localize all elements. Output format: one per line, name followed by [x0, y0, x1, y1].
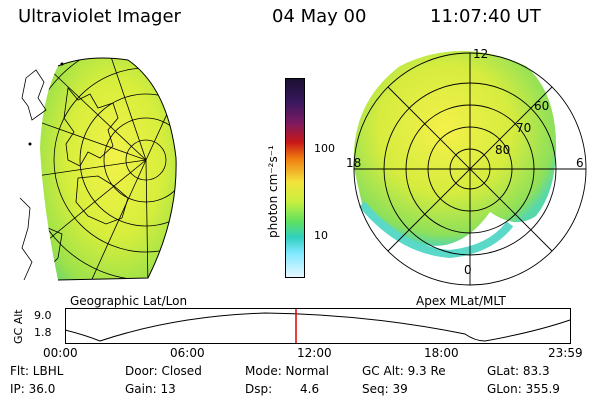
status-door: Door: Closed: [125, 364, 202, 378]
status-dsp-value: 4.6: [300, 382, 320, 396]
mlat-label-70: 70: [516, 121, 531, 135]
mlat-label-80: 80: [495, 143, 510, 157]
status-seq: Seq: 39: [362, 382, 408, 396]
timeline-y-max: 9.0: [34, 309, 52, 322]
date-label: 04 May 00: [272, 6, 367, 27]
timeline-x-0000: 00:00: [43, 346, 78, 360]
status-gain: Gain: 13: [125, 382, 176, 396]
colorbar-tick-100: 100: [314, 142, 335, 155]
timeline-y-min: 1.8: [34, 326, 52, 339]
status-glat: GLat: 83.3: [487, 364, 550, 378]
timeline-x-2359: 23:59: [548, 346, 583, 360]
timeline-x-0600: 06:00: [170, 346, 205, 360]
time-label: 11:07:40 UT: [430, 6, 541, 27]
colorbar-unit-label: photon cm⁻²s⁻¹: [266, 145, 280, 238]
timeline-x-1800: 18:00: [424, 346, 459, 360]
mlt-label-18: 18: [346, 156, 361, 170]
colorbar-tick-10: 10: [314, 229, 328, 242]
altitude-timeline: [65, 308, 571, 344]
colorbar: [285, 78, 305, 278]
left-panel-caption: Geographic Lat/Lon: [70, 294, 188, 308]
status-flt: Flt: LBHL: [10, 364, 64, 378]
mlt-label-12: 12: [473, 47, 488, 61]
geographic-map: [19, 57, 177, 281]
status-dsp-label: Dsp:: [245, 382, 273, 396]
timeline-x-1200: 12:00: [297, 346, 332, 360]
status-ip: IP: 36.0: [10, 382, 56, 396]
status-glon: GLon: 355.9: [487, 382, 560, 396]
right-panel-caption: Apex MLat/MLT: [416, 294, 506, 308]
status-mode: Mode: Normal: [245, 364, 329, 378]
polar-plot: 12 18 6 0 60 70 80: [346, 47, 587, 286]
mlt-label-0: 0: [464, 263, 472, 277]
mlt-label-6: 6: [576, 156, 584, 170]
status-gc-alt: GC Alt: 9.3 Re: [362, 364, 446, 378]
instrument-title: Ultraviolet Imager: [18, 6, 181, 27]
timeline-axis-label: GC Alt: [12, 309, 25, 344]
mlat-label-60: 60: [534, 99, 549, 113]
